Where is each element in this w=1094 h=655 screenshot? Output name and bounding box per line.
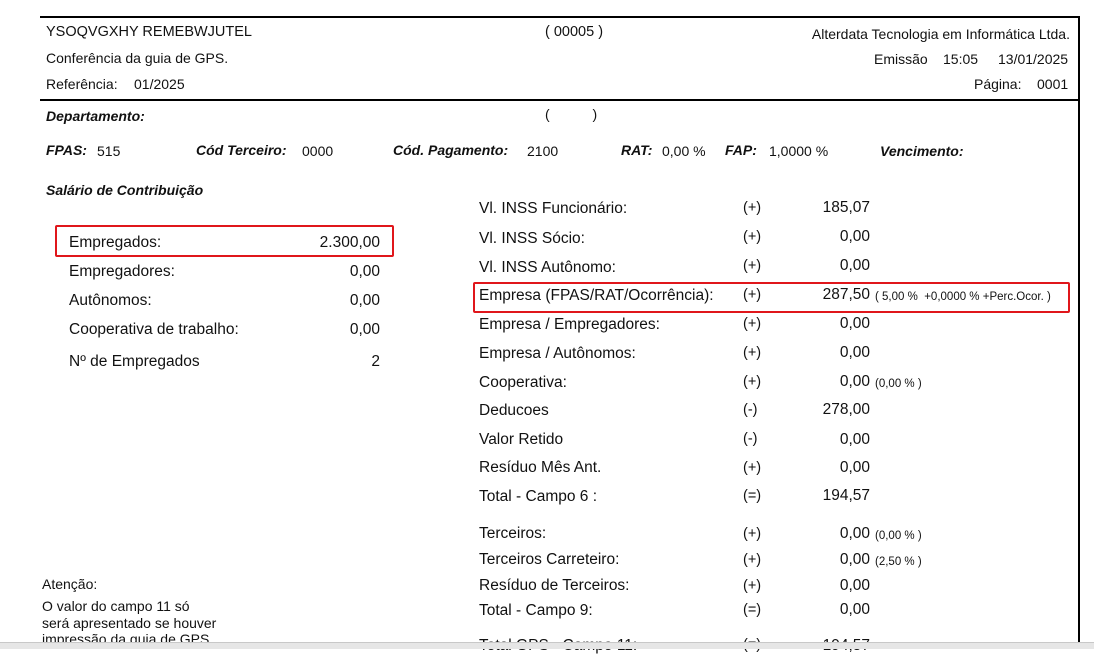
inss-value-total-campo6: 194,57: [822, 487, 870, 504]
inss-sign-total-campo6: (=): [743, 488, 762, 504]
salario-label-empregados: Empregados:: [69, 234, 162, 251]
rat-value: 0,00 %: [662, 143, 706, 159]
departamento-label: Departamento:: [46, 108, 145, 124]
vencimento-label: Vencimento:: [880, 143, 964, 159]
cod-pagamento-label: Cód. Pagamento:: [393, 142, 509, 158]
fpas-label: FPAS:: [46, 142, 87, 158]
inss-sign-terceiros-carreteiro: (+): [743, 552, 762, 568]
inss-value-funcionario: 185,07: [822, 199, 870, 216]
inss-sign-terceiros: (+): [743, 526, 762, 542]
inss-sign-empresa-autonomos: (+): [743, 345, 762, 361]
inss-label-terceiros: Terceiros:: [479, 525, 547, 542]
inss-sign-residuo-terceiros: (+): [743, 578, 762, 594]
departamento-paren: ( ): [545, 106, 598, 122]
inss-label-empresa-empregadores: Empresa / Empregadores:: [479, 316, 660, 333]
salario-label-num-empregados: Nº de Empregados: [69, 353, 200, 370]
pagina-label: Página:: [974, 76, 1022, 92]
inss-label-empresa: Empresa (FPAS/RAT/Ocorrência):: [479, 287, 714, 304]
inss-label-empresa-autonomos: Empresa / Autônomos:: [479, 345, 636, 362]
inss-sign-autonomo: (+): [743, 258, 762, 274]
inss-label-terceiros-carreteiro: Terceiros Carreteiro:: [479, 551, 620, 568]
inss-sign-socio: (+): [743, 229, 762, 245]
top-rule: [40, 16, 1078, 18]
referencia-value: 01/2025: [134, 76, 185, 92]
highlight-empregados: [55, 225, 394, 257]
inss-sign-deducoes: (-): [743, 402, 758, 418]
inss-label-deducoes: Deducoes: [479, 402, 549, 419]
vendor-name: Alterdata Tecnologia em Informática Ltda…: [811, 26, 1070, 42]
referencia-label: Referência:: [46, 76, 118, 92]
emissao-time: 15:05: [943, 51, 979, 67]
highlight-empresa: [473, 282, 1070, 313]
inss-note-terceiros: (0,00 % ): [875, 530, 922, 542]
inss-label-total-campo9: Total - Campo 9:: [479, 602, 593, 619]
inss-value-valor-retido: 0,00: [839, 431, 870, 448]
inss-value-empresa-autonomos: 0,00: [839, 344, 870, 361]
report-title: Conferência da guia de GPS.: [46, 50, 229, 66]
inss-value-residuo-mes: 0,00: [839, 459, 870, 476]
cod-terceiro-label: Cód Terceiro:: [196, 142, 287, 158]
fpas-value: 515: [97, 143, 121, 159]
right-border: [1078, 16, 1080, 648]
cod-pagamento-value: 2100: [527, 143, 559, 159]
salario-label-cooperativa: Cooperativa de trabalho:: [69, 321, 239, 338]
inss-sign-residuo-mes: (+): [743, 460, 762, 476]
salario-value-num-empregados: 2: [371, 353, 380, 370]
inss-label-valor-retido: Valor Retido: [479, 431, 564, 448]
salario-value-cooperativa: 0,00: [349, 321, 380, 338]
pagina-value: 0001: [1037, 76, 1069, 92]
attention-title: Atenção:: [42, 576, 98, 592]
inss-sign-funcionario: (+): [743, 200, 762, 216]
salario-title: Salário de Contribuição: [46, 182, 204, 198]
emissao-date: 13/01/2025: [998, 51, 1069, 67]
inss-sign-total-campo9: (=): [743, 602, 762, 618]
inss-value-socio: 0,00: [839, 228, 870, 245]
inss-value-terceiros: 0,00: [839, 525, 870, 542]
inss-value-total-campo9: 0,00: [839, 601, 870, 618]
cod-terceiro-value: 0000: [302, 143, 334, 159]
attention-line-2: será apresentado se houver: [42, 615, 217, 631]
company-code: ( 00005 ): [545, 24, 604, 40]
horizontal-scrollbar[interactable]: [0, 642, 1094, 649]
company-name: YSOQVGXHY REMEBWJUTEL: [46, 24, 252, 40]
inss-label-funcionario: Vl. INSS Funcionário:: [479, 200, 628, 217]
inss-value-empresa-empregadores: 0,00: [839, 315, 870, 332]
inss-note-cooperativa: (0,00 % ): [875, 378, 922, 390]
inss-note-empresa: ( 5,00 % +0,0000 % +Perc.Ocor. ): [875, 291, 1051, 303]
salario-label-empregadores: Empregadores:: [69, 263, 175, 280]
inss-value-empresa: 287,50: [822, 286, 870, 303]
salario-label-autonomos: Autônomos:: [69, 292, 152, 309]
rat-label: RAT:: [621, 142, 653, 158]
inss-value-autonomo: 0,00: [839, 257, 870, 274]
inss-sign-cooperativa: (+): [743, 374, 762, 390]
fap-label: FAP:: [725, 142, 757, 158]
inss-value-terceiros-carreteiro: 0,00: [839, 551, 870, 568]
inss-label-socio: Vl. INSS Sócio:: [479, 230, 585, 247]
inss-note-terceiros-carreteiro: (2,50 % ): [875, 556, 922, 568]
salario-value-empregadores: 0,00: [349, 263, 380, 280]
fap-value: 1,0000 %: [769, 143, 829, 159]
inss-value-residuo-terceiros: 0,00: [839, 577, 870, 594]
inss-sign-empresa: (+): [743, 287, 762, 303]
header-rule: [40, 99, 1078, 101]
salario-value-empregados: 2.300,00: [319, 234, 380, 251]
inss-label-residuo-terceiros: Resíduo de Terceiros:: [479, 577, 630, 594]
inss-sign-valor-retido: (-): [743, 431, 758, 447]
inss-label-autonomo: Vl. INSS Autônomo:: [479, 259, 616, 276]
inss-label-cooperativa: Cooperativa:: [479, 374, 567, 391]
attention-line-1: O valor do campo 11 só: [42, 598, 190, 614]
inss-value-cooperativa: 0,00: [839, 373, 870, 390]
inss-value-deducoes: 278,00: [822, 401, 870, 418]
salario-value-autonomos: 0,00: [349, 292, 380, 309]
inss-sign-empresa-empregadores: (+): [743, 316, 762, 332]
inss-label-total-campo6: Total - Campo 6 :: [479, 488, 598, 505]
inss-label-residuo-mes: Resíduo Mês Ant.: [479, 459, 602, 476]
emissao-label: Emissão: [874, 51, 928, 67]
